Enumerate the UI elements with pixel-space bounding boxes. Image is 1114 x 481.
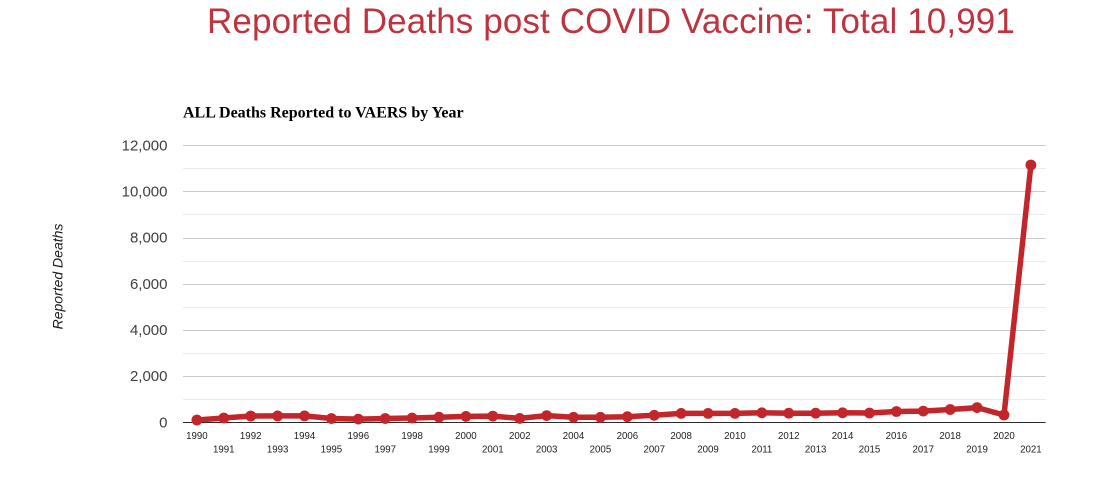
svg-text:2004: 2004	[563, 431, 585, 442]
svg-text:2012: 2012	[778, 431, 800, 442]
svg-text:1991: 1991	[213, 444, 235, 455]
svg-text:2018: 2018	[939, 431, 961, 442]
svg-text:2009: 2009	[697, 444, 719, 455]
svg-text:2016: 2016	[886, 431, 908, 442]
svg-text:1994: 1994	[294, 431, 316, 442]
svg-text:2010: 2010	[724, 431, 746, 442]
svg-text:2015: 2015	[859, 444, 881, 455]
svg-text:2,000: 2,000	[130, 368, 168, 385]
svg-text:12,000: 12,000	[122, 137, 168, 154]
svg-text:2006: 2006	[617, 431, 639, 442]
svg-text:1998: 1998	[401, 431, 423, 442]
svg-text:2011: 2011	[751, 444, 772, 455]
svg-text:ALL Deaths Reported to VAERS b: ALL Deaths Reported to VAERS by Year	[183, 105, 464, 122]
svg-text:2002: 2002	[509, 431, 531, 442]
svg-text:2007: 2007	[643, 444, 665, 455]
svg-text:6,000: 6,000	[130, 276, 168, 293]
svg-text:1990: 1990	[186, 431, 208, 442]
svg-text:2019: 2019	[966, 444, 988, 455]
svg-text:2020: 2020	[993, 431, 1015, 442]
svg-text:Reported Deaths: Reported Deaths	[50, 224, 66, 330]
svg-text:1992: 1992	[240, 431, 262, 442]
svg-text:8,000: 8,000	[130, 230, 168, 247]
svg-text:2005: 2005	[590, 444, 612, 455]
svg-text:1997: 1997	[374, 444, 396, 455]
svg-text:2003: 2003	[536, 444, 558, 455]
svg-text:4,000: 4,000	[130, 322, 168, 339]
svg-text:2014: 2014	[832, 431, 854, 442]
svg-text:1996: 1996	[348, 431, 370, 442]
svg-text:10,000: 10,000	[122, 184, 168, 201]
svg-text:1993: 1993	[267, 444, 289, 455]
svg-text:1995: 1995	[321, 444, 343, 455]
svg-text:2008: 2008	[670, 431, 692, 442]
svg-text:2000: 2000	[455, 431, 477, 442]
svg-text:2021: 2021	[1020, 444, 1042, 455]
svg-text:2013: 2013	[805, 444, 827, 455]
svg-text:2017: 2017	[912, 444, 934, 455]
svg-text:1999: 1999	[428, 444, 450, 455]
svg-text:0: 0	[159, 414, 167, 431]
svg-text:2001: 2001	[482, 444, 504, 455]
